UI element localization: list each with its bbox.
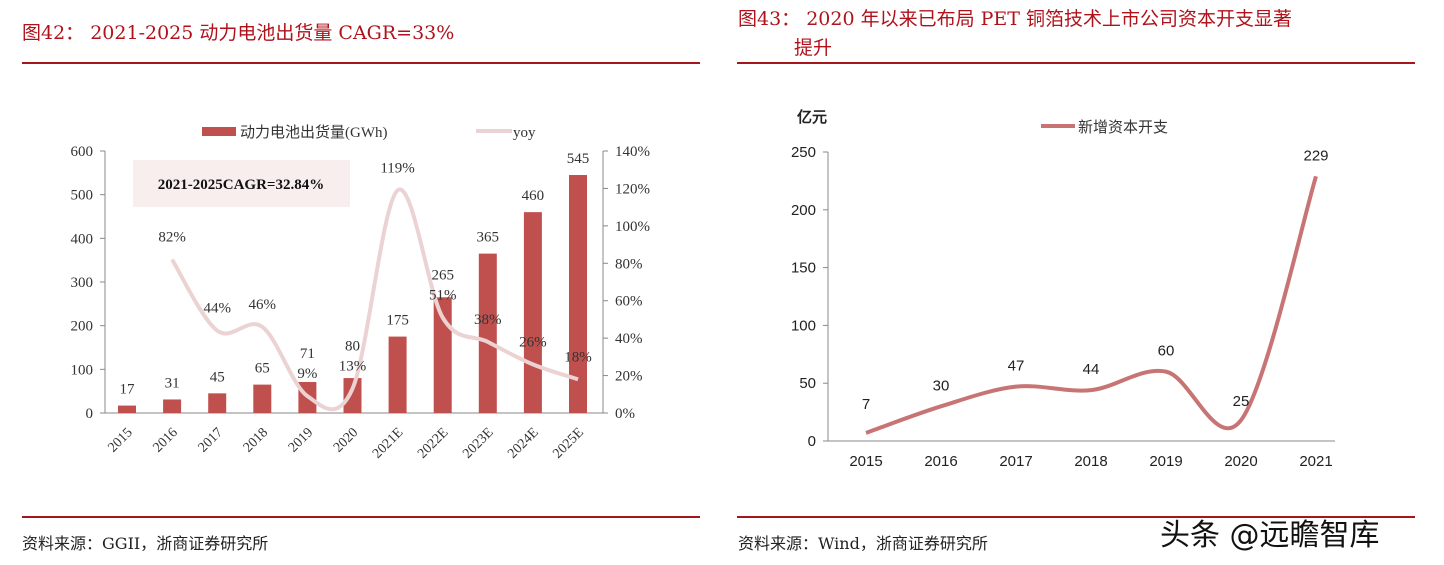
y-tick-label: 500 xyxy=(71,188,94,204)
x-tick-label: 2019 xyxy=(286,425,316,455)
yoy-label: 82% xyxy=(158,230,186,246)
bar-value-label: 17 xyxy=(120,382,136,398)
data-label: 44 xyxy=(1083,361,1100,378)
x-tick-label: 2024E xyxy=(505,425,541,461)
y2-tick-label: 100% xyxy=(615,219,650,235)
bar-value-label: 545 xyxy=(567,151,590,167)
yoy-label: 18% xyxy=(564,349,592,365)
x-tick-label: 2020 xyxy=(331,425,361,455)
y2-tick-label: 40% xyxy=(615,331,643,347)
cagr-box xyxy=(133,160,350,207)
y2-tick-label: 60% xyxy=(615,294,643,310)
yoy-label: 13% xyxy=(339,359,367,375)
data-label: 47 xyxy=(1008,358,1025,375)
data-label: 25 xyxy=(1233,393,1250,410)
x-tick-label: 2015 xyxy=(105,425,135,455)
data-label: 30 xyxy=(933,377,950,394)
bar xyxy=(478,253,497,413)
y-tick-label: 100 xyxy=(71,362,94,378)
y-tick-label: 0 xyxy=(808,433,816,450)
bar xyxy=(343,378,362,413)
bar xyxy=(523,212,542,413)
y-tick-label: 200 xyxy=(71,319,94,335)
yoy-label: 51% xyxy=(429,288,457,304)
bar-value-label: 175 xyxy=(386,313,409,329)
bar xyxy=(388,336,407,413)
right-chart-title-line1: 图43： 2020 年以来已布局 PET 铜箔技术上市公司资本开支显著 xyxy=(738,8,1293,30)
y2-tick-label: 120% xyxy=(615,181,650,197)
y-axis-unit: 亿元 xyxy=(797,108,827,126)
yoy-label: 46% xyxy=(249,297,277,313)
legend-bar-swatch xyxy=(202,127,236,136)
bar-value-label: 365 xyxy=(477,230,500,246)
x-tick-label: 2020 xyxy=(1224,453,1257,470)
data-label: 7 xyxy=(862,396,870,413)
y2-tick-label: 80% xyxy=(615,256,643,272)
x-tick-label: 2021 xyxy=(1299,453,1332,470)
y2-tick-label: 0% xyxy=(615,406,635,422)
x-tick-label: 2015 xyxy=(849,453,882,470)
x-tick-label: 2016 xyxy=(924,453,957,470)
bar-value-label: 80 xyxy=(345,339,360,355)
yoy-label: 44% xyxy=(203,301,231,317)
yoy-label: 9% xyxy=(297,366,317,382)
left-chart-title: 图42： 2021-2025 动力电池出货量 CAGR=33% xyxy=(22,22,455,44)
y-tick-label: 600 xyxy=(71,144,94,160)
x-tick-label: 2016 xyxy=(151,425,181,455)
legend-bar-label: 动力电池出货量(GWh) xyxy=(240,124,387,141)
data-label: 229 xyxy=(1303,147,1328,164)
x-tick-label: 2025E xyxy=(550,425,586,461)
legend-label: 新增资本开支 xyxy=(1078,119,1168,136)
y2-tick-label: 20% xyxy=(615,369,643,385)
y-tick-label: 150 xyxy=(791,260,816,277)
yoy-label: 119% xyxy=(380,160,414,176)
yoy-label: 26% xyxy=(519,334,547,350)
y-tick-label: 200 xyxy=(791,202,816,219)
y-tick-label: 0 xyxy=(86,406,94,422)
legend-yoy-label: yoy xyxy=(513,125,536,141)
bar-value-label: 65 xyxy=(255,361,270,377)
bar-value-label: 71 xyxy=(300,346,315,362)
right-chart-title-line2: 提升 xyxy=(794,37,833,59)
x-tick-label: 2023E xyxy=(460,425,496,461)
y-tick-label: 250 xyxy=(791,144,816,161)
bar-value-label: 31 xyxy=(165,375,180,391)
y2-tick-label: 140% xyxy=(615,144,650,160)
x-tick-label: 2019 xyxy=(1149,453,1182,470)
x-tick-label: 2017 xyxy=(999,453,1032,470)
x-tick-label: 2018 xyxy=(241,425,271,455)
left-title-rule xyxy=(22,62,700,64)
capex-line xyxy=(865,175,1318,435)
x-tick-label: 2017 xyxy=(196,425,226,455)
x-tick-label: 2018 xyxy=(1074,453,1107,470)
bar xyxy=(163,399,182,413)
x-tick-label: 2022E xyxy=(415,425,451,461)
left-source: 资料来源：GGII，浙商证券研究所 xyxy=(22,534,269,553)
bar xyxy=(208,393,227,413)
x-tick-label: 2021E xyxy=(370,425,406,461)
y-tick-label: 300 xyxy=(71,275,94,291)
bar xyxy=(253,384,272,413)
y-tick-label: 50 xyxy=(799,375,816,392)
bar-value-label: 460 xyxy=(522,188,545,204)
bar xyxy=(118,405,136,413)
bar-value-label: 45 xyxy=(210,369,225,385)
yoy-label: 38% xyxy=(474,312,502,328)
cagr-annotation: 2021-2025CAGR=32.84% xyxy=(158,177,324,193)
y-tick-label: 100 xyxy=(791,317,816,334)
watermark: 头条 @远瞻智库 xyxy=(1160,518,1380,553)
yoy-line xyxy=(170,187,579,412)
y-tick-label: 400 xyxy=(71,231,94,247)
bar-value-label: 265 xyxy=(431,268,454,284)
right-source: 资料来源：Wind，浙商证券研究所 xyxy=(738,534,988,553)
bar xyxy=(569,175,587,413)
right-title-rule xyxy=(737,62,1415,64)
right-source-rule xyxy=(737,516,1415,518)
data-label: 60 xyxy=(1158,343,1175,360)
left-source-rule xyxy=(22,516,700,518)
